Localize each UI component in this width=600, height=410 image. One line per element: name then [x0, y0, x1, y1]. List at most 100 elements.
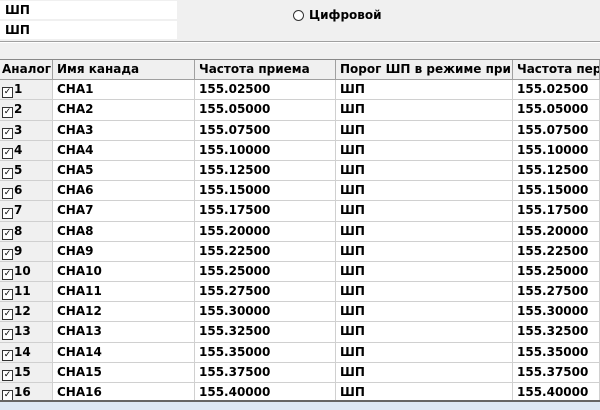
- checkbox[interactable]: ✓: [2, 208, 13, 220]
- squelch-field-2[interactable]: ШП: [0, 21, 177, 39]
- analog-cell[interactable]: ✓ 2: [0, 100, 53, 121]
- channel-name-cell[interactable]: CHA2: [53, 100, 195, 121]
- checkbox[interactable]: ✓: [2, 87, 13, 99]
- tx-frequency-cell[interactable]: 155.12500: [513, 160, 600, 182]
- tx-frequency-cell[interactable]: 155.07500: [513, 120, 600, 141]
- analog-cell[interactable]: ✓ 13: [0, 322, 53, 343]
- tx-frequency-cell[interactable]: 155.22500: [513, 241, 600, 262]
- channel-name-cell[interactable]: CHA9: [53, 241, 195, 262]
- channel-name-cell[interactable]: CHA15: [53, 362, 195, 383]
- rx-frequency-cell[interactable]: 155.27500: [195, 282, 336, 303]
- analog-cell[interactable]: ✓ 14: [0, 342, 53, 363]
- squelch-threshold-cell[interactable]: ШП: [336, 362, 513, 383]
- tx-frequency-cell[interactable]: 155.37500: [513, 362, 600, 383]
- table-row[interactable]: ✓ 3 CHA3 155.07500 ШП 155.07500: [0, 120, 600, 141]
- channel-name-cell[interactable]: CHA4: [53, 140, 195, 161]
- header-channel-name[interactable]: Имя канада: [53, 60, 195, 81]
- tx-frequency-cell[interactable]: 155.30000: [513, 302, 600, 323]
- table-row[interactable]: ✓ 6 CHA6 155.15000 ШП 155.15000: [0, 181, 600, 202]
- channel-name-cell[interactable]: CHA11: [53, 282, 195, 303]
- tx-frequency-cell[interactable]: 155.40000: [513, 383, 600, 400]
- channel-name-cell[interactable]: CHA7: [53, 201, 195, 222]
- squelch-threshold-cell[interactable]: ШП: [336, 302, 513, 323]
- checkbox[interactable]: ✓: [2, 369, 13, 381]
- checkbox[interactable]: ✓: [2, 228, 13, 240]
- channel-name-cell[interactable]: CHA10: [53, 261, 195, 283]
- channel-name-cell[interactable]: CHA5: [53, 160, 195, 182]
- rx-frequency-cell[interactable]: 155.22500: [195, 241, 336, 262]
- rx-frequency-cell[interactable]: 155.32500: [195, 322, 336, 343]
- table-row[interactable]: ✓ 1 CHA1 155.02500 ШП 155.02500: [0, 80, 600, 101]
- rx-frequency-cell[interactable]: 155.40000: [195, 383, 336, 400]
- tx-frequency-cell[interactable]: 155.10000: [513, 140, 600, 161]
- checkbox[interactable]: ✓: [2, 268, 13, 280]
- squelch-field-1[interactable]: ШП: [0, 1, 177, 19]
- table-row[interactable]: ✓ 7 CHA7 155.17500 ШП 155.17500: [0, 201, 600, 222]
- tx-frequency-cell[interactable]: 155.32500: [513, 322, 600, 343]
- table-row[interactable]: ✓ 13 CHA13 155.32500 ШП 155.32500: [0, 322, 600, 343]
- rx-frequency-cell[interactable]: 155.15000: [195, 181, 336, 202]
- table-row[interactable]: ✓ 11 CHA11 155.27500 ШП 155.27500: [0, 282, 600, 303]
- checkbox[interactable]: ✓: [2, 188, 13, 200]
- tx-frequency-cell[interactable]: 155.27500: [513, 282, 600, 303]
- header-analog[interactable]: Аналог: [0, 60, 53, 81]
- checkbox[interactable]: ✓: [2, 309, 13, 321]
- header-squelch-threshold[interactable]: Порог ШП в режиме при: [336, 60, 513, 81]
- tx-frequency-cell[interactable]: 155.25000: [513, 261, 600, 283]
- radio-circle-icon[interactable]: [293, 9, 304, 21]
- table-row[interactable]: ✓ 12 CHA12 155.30000 ШП 155.30000: [0, 302, 600, 323]
- analog-cell[interactable]: ✓ 15: [0, 362, 53, 383]
- header-rx-frequency[interactable]: Частота приема: [195, 60, 336, 81]
- tx-frequency-cell[interactable]: 155.17500: [513, 201, 600, 222]
- squelch-threshold-cell[interactable]: ШП: [336, 322, 513, 343]
- analog-cell[interactable]: ✓ 12: [0, 302, 53, 323]
- checkbox[interactable]: ✓: [2, 107, 13, 119]
- rx-frequency-cell[interactable]: 155.25000: [195, 261, 336, 283]
- table-row[interactable]: ✓ 8 CHA8 155.20000 ШП 155.20000: [0, 221, 600, 242]
- analog-cell[interactable]: ✓ 16: [0, 383, 53, 400]
- channel-name-cell[interactable]: CHA16: [53, 383, 195, 400]
- analog-cell[interactable]: ✓ 3: [0, 120, 53, 141]
- table-row[interactable]: ✓ 15 CHA15 155.37500 ШП 155.37500: [0, 362, 600, 383]
- rx-frequency-cell[interactable]: 155.35000: [195, 342, 336, 363]
- tx-frequency-cell[interactable]: 155.05000: [513, 100, 600, 121]
- tx-frequency-cell[interactable]: 155.35000: [513, 342, 600, 363]
- table-row[interactable]: ✓ 2 CHA2 155.05000 ШП 155.05000: [0, 100, 600, 121]
- analog-cell[interactable]: ✓ 10: [0, 261, 53, 283]
- tx-frequency-cell[interactable]: 155.15000: [513, 181, 600, 202]
- tx-frequency-cell[interactable]: 155.02500: [513, 80, 600, 101]
- analog-cell[interactable]: ✓ 7: [0, 201, 53, 222]
- rx-frequency-cell[interactable]: 155.17500: [195, 201, 336, 222]
- squelch-threshold-cell[interactable]: ШП: [336, 100, 513, 121]
- rx-frequency-cell[interactable]: 155.20000: [195, 221, 336, 242]
- squelch-threshold-cell[interactable]: ШП: [336, 181, 513, 202]
- checkbox[interactable]: ✓: [2, 127, 13, 139]
- analog-cell[interactable]: ✓ 4: [0, 140, 53, 161]
- analog-cell[interactable]: ✓ 1: [0, 80, 53, 101]
- checkbox[interactable]: ✓: [2, 289, 13, 301]
- table-row[interactable]: ✓ 4 CHA4 155.10000 ШП 155.10000: [0, 140, 600, 161]
- tx-frequency-cell[interactable]: 155.20000: [513, 221, 600, 242]
- rx-frequency-cell[interactable]: 155.07500: [195, 120, 336, 141]
- rx-frequency-cell[interactable]: 155.37500: [195, 362, 336, 383]
- analog-cell[interactable]: ✓ 11: [0, 282, 53, 303]
- table-row[interactable]: ✓ 9 CHA9 155.22500 ШП 155.22500: [0, 241, 600, 262]
- checkbox[interactable]: ✓: [2, 248, 13, 260]
- squelch-threshold-cell[interactable]: ШП: [336, 261, 513, 283]
- analog-cell[interactable]: ✓ 9: [0, 241, 53, 262]
- header-tx-frequency[interactable]: Частота пер: [513, 60, 600, 81]
- channel-name-cell[interactable]: CHA12: [53, 302, 195, 323]
- squelch-threshold-cell[interactable]: ШП: [336, 120, 513, 141]
- checkbox[interactable]: ✓: [2, 167, 13, 179]
- table-row[interactable]: ✓ 14 CHA14 155.35000 ШП 155.35000: [0, 342, 600, 363]
- checkbox[interactable]: ✓: [2, 349, 13, 361]
- channel-name-cell[interactable]: CHA3: [53, 120, 195, 141]
- rx-frequency-cell[interactable]: 155.02500: [195, 80, 336, 101]
- channel-name-cell[interactable]: CHA14: [53, 342, 195, 363]
- analog-cell[interactable]: ✓ 6: [0, 181, 53, 202]
- squelch-threshold-cell[interactable]: ШП: [336, 80, 513, 101]
- checkbox[interactable]: ✓: [2, 147, 13, 159]
- squelch-threshold-cell[interactable]: ШП: [336, 201, 513, 222]
- rx-frequency-cell[interactable]: 155.05000: [195, 100, 336, 121]
- channel-name-cell[interactable]: CHA13: [53, 322, 195, 343]
